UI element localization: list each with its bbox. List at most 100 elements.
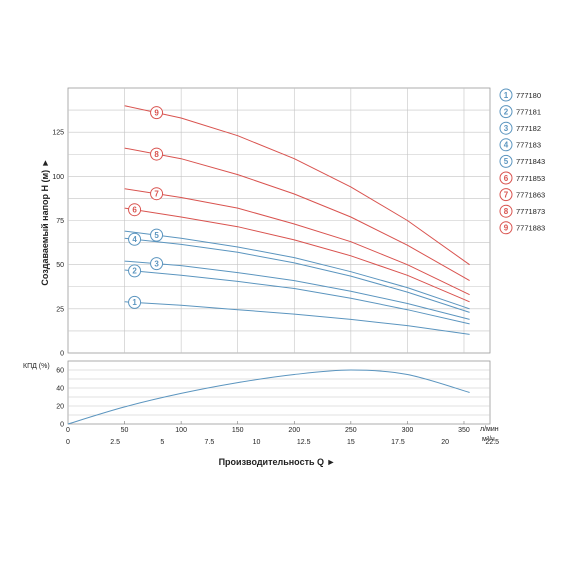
legend-badge-circle (499, 188, 513, 202)
curve-badge-number: 3 (154, 259, 159, 268)
x-unit-m3h: м³/ч (482, 436, 495, 443)
x-tick-lpm-label: 50 (121, 427, 129, 434)
legend-badge-circle (499, 105, 513, 119)
curve-badge-9: 9 (150, 106, 164, 120)
x-tick-m3h-label: 7.5 (205, 439, 215, 446)
efficiency-y-ticks: 0 20 40 60 (56, 368, 64, 429)
legend-label: 777181 (516, 107, 541, 116)
curve-badge-5: 5 (150, 228, 164, 242)
legend-badge-number: 1 (504, 91, 509, 100)
head-curve-6 (124, 207, 470, 303)
legend-badge-number: 9 (504, 224, 509, 233)
curve-badge-circle (128, 203, 142, 217)
head-y-tick-label: 100 (52, 174, 64, 181)
legend-label: 777183 (516, 141, 541, 150)
curve-badge-number: 4 (132, 235, 137, 244)
head-curve-8 (124, 147, 470, 282)
legend-badge-number: 7 (504, 190, 509, 199)
curve-badge-circle (128, 295, 142, 309)
curve-badge-number: 8 (154, 150, 159, 159)
legend-item-9: 9 7771883 (499, 221, 545, 235)
curve-badge-circle (150, 228, 164, 242)
efficiency-line (67, 369, 470, 425)
legend-badge-circle (499, 221, 513, 235)
head-curve-4 (124, 237, 470, 313)
efficiency-chart-grid (67, 360, 491, 425)
head-y-ticks: 0 25 50 75 100 125 (52, 130, 64, 358)
x-tick-m3h-label: 5 (160, 439, 164, 446)
x-tick-lpm-label: 300 (402, 427, 414, 434)
curve-badge-circle (128, 264, 142, 278)
legend-label: 7771863 (516, 190, 545, 199)
x-tick-lpm-label: 0 (66, 427, 70, 434)
legend-label: 7771853 (516, 174, 545, 183)
legend-label: 777182 (516, 124, 541, 133)
legend-item-8: 8 7771873 (499, 204, 545, 218)
x-axis-label: Производительность Q ► (219, 457, 336, 467)
x-tick-m3h-label: 22.5 (485, 439, 499, 446)
head-curve-2 (124, 269, 470, 325)
head-y-tick-label: 25 (56, 306, 64, 313)
x-unit-lpm: л/мин (480, 426, 499, 433)
legend-badge-circle (499, 121, 513, 135)
x-tick-m3h-label: 2.5 (110, 439, 120, 446)
head-y-tick-label: 75 (56, 218, 64, 225)
legend-label: 7771883 (516, 224, 545, 233)
curve-badge-number: 5 (154, 231, 159, 240)
head-y-tick-label: 0 (60, 351, 64, 358)
head-curve-7 (124, 188, 470, 296)
legend-item-2: 2 777181 (499, 105, 541, 119)
legend-item-4: 4 777183 (499, 138, 541, 152)
curve-badge-number: 1 (132, 298, 137, 307)
legend-label: 777180 (516, 91, 541, 100)
legend-item-7: 7 7771863 (499, 188, 545, 202)
efficiency-y-axis-label: КПД (%) (23, 363, 50, 370)
legend-badge-circle (499, 154, 513, 168)
curve-badge-circle (150, 257, 164, 271)
x-tick-lpm-label: 200 (288, 427, 300, 434)
efficiency-plot-frame (67, 360, 491, 425)
x-tick-lpm-label: 100 (175, 427, 187, 434)
legend-label: 7771843 (516, 157, 545, 166)
legend: 1 777180 2 777181 3 777182 4 777183 5 7771843 6 777… (499, 88, 545, 235)
head-curves (124, 105, 470, 335)
legend-item-1: 1 777180 (499, 88, 541, 102)
efficiency-y-tick-label: 20 (56, 404, 64, 411)
efficiency-y-tick-label: 0 (60, 422, 64, 429)
curve-badge-3: 3 (150, 257, 164, 271)
efficiency-y-tick-label: 60 (56, 368, 64, 375)
x-ticks-m3h: 0 2.5 5 7.5 10 12.5 15 17.5 20 22.5 (66, 439, 499, 446)
curve-badge-7: 7 (150, 187, 164, 201)
curve-badge-number: 7 (154, 189, 159, 198)
x-tick-m3h-label: 17.5 (391, 439, 405, 446)
curve-badge-circle (150, 187, 164, 201)
head-curve-1 (124, 301, 470, 335)
head-curve-5 (124, 230, 470, 310)
head-y-tick-label: 50 (56, 262, 64, 269)
curve-badge-2: 2 (128, 264, 142, 278)
curve-badge-number: 9 (154, 108, 159, 117)
x-tick-lpm-label: 250 (345, 427, 357, 434)
x-tick-m3h-label: 20 (441, 439, 449, 446)
legend-item-3: 3 777182 (499, 121, 541, 135)
legend-badge-circle (499, 204, 513, 218)
legend-badge-number: 8 (504, 207, 509, 216)
curve-badge-number: 6 (132, 205, 137, 214)
legend-badge-circle (499, 88, 513, 102)
head-curve-3 (124, 260, 470, 320)
curve-badge-circle (150, 106, 164, 120)
legend-badge-number: 4 (504, 141, 509, 150)
legend-item-5: 5 7771843 (499, 154, 545, 168)
head-curve-badges: 1 2 3 4 5 6 7 8 9 (128, 106, 164, 309)
x-tick-lpm-label: 150 (232, 427, 244, 434)
x-ticks-lpm: 0 50 100 150 200 250 300 350 (66, 427, 470, 434)
efficiency-y-tick-label: 40 (56, 386, 64, 393)
head-curve-9 (124, 105, 470, 266)
x-tick-m3h-label: 15 (347, 439, 355, 446)
legend-item-6: 6 7771853 (499, 171, 545, 185)
legend-badge-number: 5 (504, 157, 509, 166)
head-y-tick-label: 125 (52, 130, 64, 137)
efficiency-curve (67, 369, 470, 425)
legend-badge-number: 2 (504, 107, 509, 116)
